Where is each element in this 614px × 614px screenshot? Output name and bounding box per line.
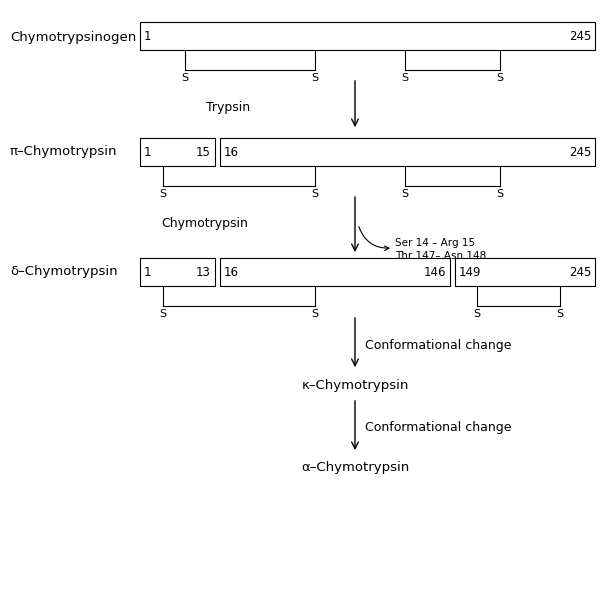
Text: 1: 1: [144, 265, 152, 279]
Text: 146: 146: [424, 265, 446, 279]
Text: κ–Chymotrypsin: κ–Chymotrypsin: [301, 378, 409, 392]
Text: S: S: [473, 309, 481, 319]
Text: 16: 16: [224, 265, 239, 279]
Bar: [455, 258, 595, 286]
Text: S: S: [311, 73, 319, 83]
Text: 1: 1: [144, 29, 152, 42]
Bar: [220, 138, 595, 166]
Text: π–Chymotrypsin: π–Chymotrypsin: [10, 146, 117, 158]
Text: S: S: [311, 309, 319, 319]
Text: 245: 245: [569, 29, 591, 42]
Text: S: S: [160, 309, 166, 319]
Text: 13: 13: [196, 265, 211, 279]
Text: S: S: [556, 309, 564, 319]
Text: 149: 149: [459, 265, 481, 279]
Text: S: S: [497, 73, 503, 83]
Text: Conformational change: Conformational change: [365, 421, 511, 435]
Text: α–Chymotrypsin: α–Chymotrypsin: [301, 462, 409, 475]
Text: S: S: [311, 189, 319, 199]
Text: Ser 14 – Arg 15
Thr 147– Asn 148: Ser 14 – Arg 15 Thr 147– Asn 148: [395, 238, 486, 261]
Bar: [220, 258, 450, 286]
Text: 15: 15: [196, 146, 211, 158]
Bar: [140, 22, 595, 50]
Text: 1: 1: [144, 146, 152, 158]
Text: S: S: [402, 73, 408, 83]
Text: S: S: [497, 189, 503, 199]
Text: Trypsin: Trypsin: [206, 101, 250, 114]
Bar: [140, 138, 215, 166]
Text: Conformational change: Conformational change: [365, 338, 511, 351]
Text: δ–Chymotrypsin: δ–Chymotrypsin: [10, 265, 118, 279]
Text: S: S: [402, 189, 408, 199]
Text: S: S: [182, 73, 188, 83]
Text: Chymotrypsin: Chymotrypsin: [161, 217, 248, 230]
Text: S: S: [160, 189, 166, 199]
Text: 245: 245: [569, 265, 591, 279]
Bar: [140, 258, 215, 286]
Text: Chymotrypsinogen: Chymotrypsinogen: [10, 31, 136, 44]
Text: 16: 16: [224, 146, 239, 158]
Text: 245: 245: [569, 146, 591, 158]
